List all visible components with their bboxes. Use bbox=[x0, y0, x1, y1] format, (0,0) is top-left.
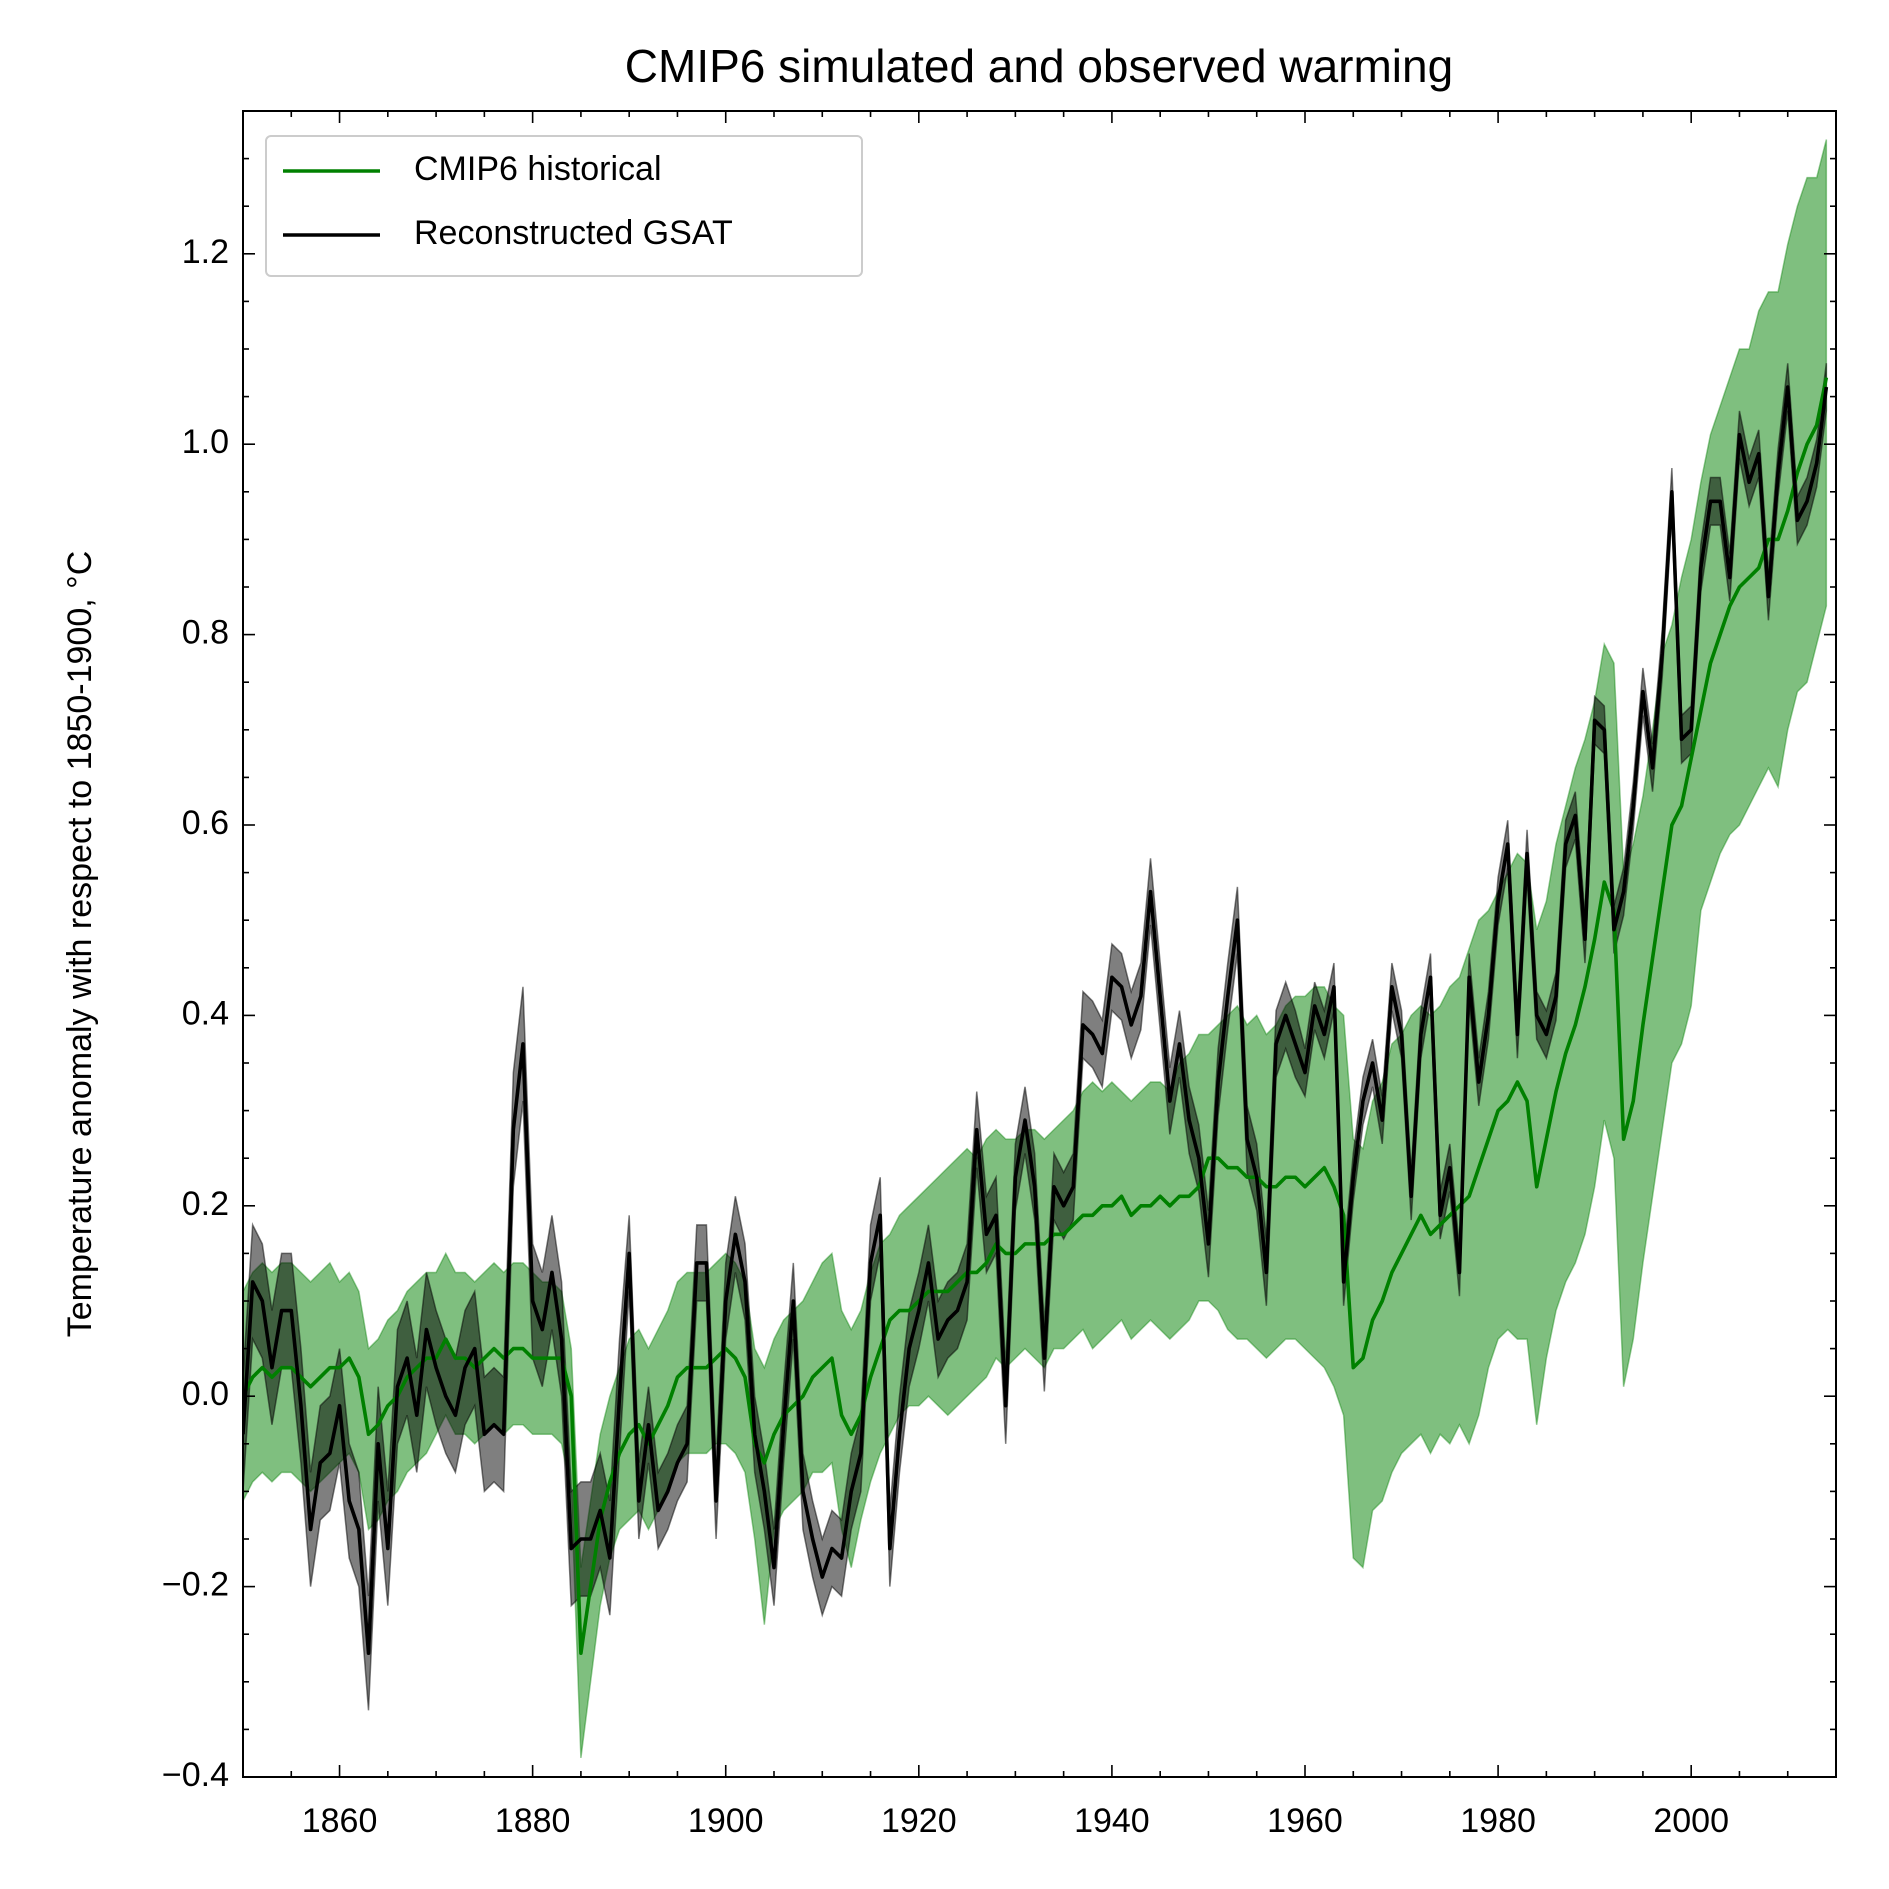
series-line bbox=[243, 385, 1829, 1656]
uncertainty-band bbox=[243, 363, 1828, 1711]
axes: 1860 1880 1900 1920 1940 1960 1980 2000 −0.4 −0.2… bbox=[162, 110, 1837, 1840]
y-tick-label: 0.0 bbox=[182, 1375, 229, 1413]
x-tick-label: 1880 bbox=[495, 1802, 571, 1840]
legend-label: CMIP6 historical bbox=[414, 150, 662, 188]
legend: CMIP6 historical Reconstructed GSAT bbox=[265, 135, 863, 277]
y-tick-label: 1.0 bbox=[182, 423, 229, 461]
x-tick-label: 2000 bbox=[1653, 1802, 1729, 1840]
y-tick-label: −0.2 bbox=[162, 1566, 229, 1604]
uncertainty-band bbox=[243, 139, 1828, 1759]
x-tick-label: 1900 bbox=[688, 1802, 764, 1840]
legend-label: Reconstructed GSAT bbox=[414, 214, 733, 252]
y-tick-label: 0.8 bbox=[182, 614, 229, 652]
x-tick-label: 1940 bbox=[1074, 1802, 1150, 1840]
y-tick-label: 0.6 bbox=[182, 804, 229, 842]
y-tick-label: 1.2 bbox=[182, 233, 229, 271]
y-tick-label: 0.2 bbox=[182, 1185, 229, 1223]
x-tick-label: 1980 bbox=[1460, 1802, 1536, 1840]
x-tick-label: 1860 bbox=[302, 1802, 378, 1840]
y-tick-label: 0.4 bbox=[182, 994, 229, 1032]
y-tick-label: −0.4 bbox=[162, 1756, 229, 1794]
chart-title: CMIP6 simulated and observed warming bbox=[625, 40, 1453, 92]
legend-box bbox=[265, 135, 863, 277]
y-axis-label: Temperature anomaly with respect to 1850… bbox=[61, 551, 99, 1338]
x-tick-label: 1920 bbox=[881, 1802, 957, 1840]
x-tick-label: 1960 bbox=[1267, 1802, 1343, 1840]
plot-area bbox=[243, 139, 1829, 1759]
axes-frame bbox=[242, 110, 1837, 1778]
